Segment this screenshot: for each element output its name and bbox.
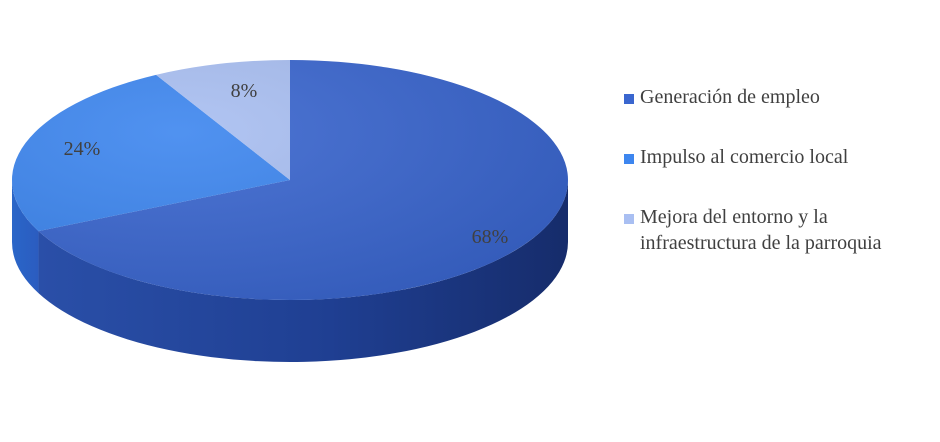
legend-swatch — [624, 94, 634, 104]
pie-side-1 — [11, 180, 39, 294]
legend-label: Impulso al comercio local — [640, 146, 849, 168]
pie-chart: 68% 24% 8% — [11, 60, 569, 362]
pie-top-shading — [12, 60, 568, 300]
data-label: 24% — [64, 138, 101, 160]
data-label: 68% — [472, 226, 509, 248]
data-label: 8% — [231, 80, 258, 102]
legend-swatch — [624, 154, 634, 164]
legend-swatch — [624, 214, 634, 224]
legend-label: Generación de empleo — [640, 86, 820, 108]
pie-side-0 — [38, 180, 569, 362]
chart-legend: Generación de empleo Impulso al comercio… — [624, 84, 936, 290]
legend-label: Mejora del entorno y la infraestructura … — [640, 206, 882, 254]
legend-item: Mejora del entorno y la infraestructura … — [624, 204, 936, 256]
legend-item: Generación de empleo — [624, 84, 936, 110]
legend-item: Impulso al comercio local — [624, 144, 936, 170]
